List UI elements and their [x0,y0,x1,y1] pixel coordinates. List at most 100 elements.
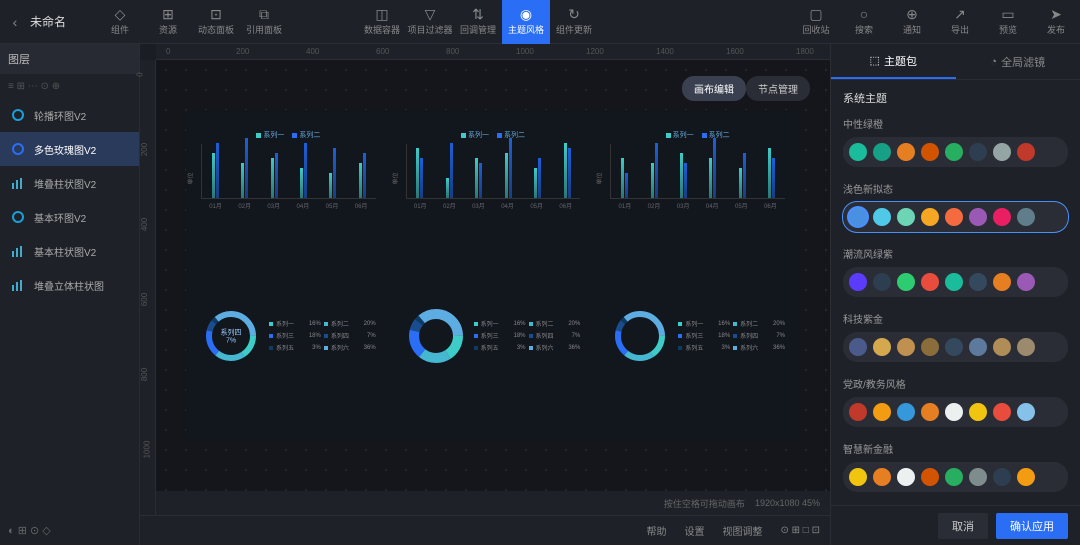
layer-item[interactable]: 基本柱状图V2 [0,234,139,268]
color-swatch[interactable] [873,143,891,161]
layer-item[interactable]: 堆叠柱状图V2 [0,166,139,200]
color-swatch[interactable] [1017,338,1035,356]
bottom-tool[interactable]: 设置 [684,523,704,538]
canvas-mode-button[interactable]: 画布编辑 [682,76,746,101]
canvas[interactable]: 画布编辑节点管理 系列一系列二单位01月02月03月04月05月06月系列一系列… [156,60,830,491]
rp-tab[interactable]: ⬚主题包 [831,44,956,79]
color-swatch[interactable] [1017,273,1035,291]
layer-icon [8,209,28,225]
top-tool[interactable]: ⊕通知 [888,0,936,44]
theme-label: 浅色新拟态 [843,181,1068,196]
color-swatch[interactable] [969,273,987,291]
color-swatch[interactable] [849,143,867,161]
top-tool[interactable]: ◉主题风格 [502,0,550,44]
color-swatch[interactable] [873,338,891,356]
bottom-left-icons[interactable]: ◐ ⊞ ⊙ ◇ [0,515,139,545]
color-swatch[interactable] [1017,143,1035,161]
color-swatch[interactable] [897,208,915,226]
color-swatch[interactable] [945,273,963,291]
bottom-tool[interactable]: 帮助 [646,523,666,538]
color-swatch[interactable] [945,338,963,356]
swatch-row[interactable] [843,267,1068,297]
top-tool[interactable]: ▢回收站 [792,0,840,44]
confirm-button[interactable]: 确认应用 [996,513,1068,539]
swatch-row[interactable] [843,332,1068,362]
top-tool[interactable]: ○搜索 [840,0,888,44]
top-tool[interactable]: ◫数据容器 [358,0,406,44]
color-swatch[interactable] [873,208,891,226]
swatch-row[interactable] [843,462,1068,492]
top-tool[interactable]: ▽项目过滤器 [406,0,454,44]
color-swatch[interactable] [969,208,987,226]
tool-icon: ➤ [1050,7,1062,21]
color-swatch[interactable] [993,403,1011,421]
swatch-row[interactable] [843,137,1068,167]
color-swatch[interactable] [969,338,987,356]
color-swatch[interactable] [969,403,987,421]
color-swatch[interactable] [945,468,963,486]
top-tool[interactable]: ◇组件 [96,0,144,44]
color-swatch[interactable] [993,143,1011,161]
color-swatch[interactable] [897,403,915,421]
top-tool[interactable]: ⧉引用面板 [240,0,288,44]
layers-tools[interactable]: ≡ ⊞ ⋯ ⊙ ⊕ [0,74,139,98]
color-swatch[interactable] [969,143,987,161]
color-swatch[interactable] [897,273,915,291]
top-tool[interactable]: ↗导出 [936,0,984,44]
top-tool[interactable]: ↻组件更新 [550,0,598,44]
bottom-tool[interactable]: 视图调整 [722,523,762,538]
color-swatch[interactable] [873,273,891,291]
layer-item[interactable]: 多色玫瑰图V2 [0,132,139,166]
layer-label: 堆叠柱状图V2 [34,176,96,191]
cancel-button[interactable]: 取消 [938,513,988,539]
swatch-row[interactable] [843,202,1068,232]
color-swatch[interactable] [993,468,1011,486]
color-swatch[interactable] [969,468,987,486]
rp-tab[interactable]: ◔全局滤镜 [956,44,1080,79]
color-swatch[interactable] [921,338,939,356]
dashboard-preview: 系列一系列二单位01月02月03月04月05月06月系列一系列二单位01月02月… [186,110,800,441]
color-swatch[interactable] [897,143,915,161]
color-swatch[interactable] [849,338,867,356]
color-swatch[interactable] [945,208,963,226]
color-swatch[interactable] [993,208,1011,226]
color-swatch[interactable] [873,468,891,486]
color-swatch[interactable] [993,273,1011,291]
swatch-row[interactable] [843,397,1068,427]
canvas-mode-button[interactable]: 节点管理 [746,76,810,101]
theme-group: 浅色新拟态 [843,181,1068,232]
color-swatch[interactable] [1017,403,1035,421]
layer-item[interactable]: 基本环图V2 [0,200,139,234]
top-tool[interactable]: ⇅回调管理 [454,0,502,44]
top-tool[interactable]: ▭预览 [984,0,1032,44]
color-swatch[interactable] [873,403,891,421]
color-swatch[interactable] [1017,468,1035,486]
zoom-icons[interactable]: ⊙ ⊞ □ ⊡ [780,525,820,536]
layer-item[interactable]: 轮播环图V2 [0,98,139,132]
ring-chart: 系列一16%系列二20%系列三18%系列四7%系列五3%系列六36% [406,296,581,376]
back-button[interactable]: ‹ [0,14,30,30]
color-swatch[interactable] [849,273,867,291]
tool-icon: ▭ [1001,7,1014,21]
top-tool[interactable]: ➤发布 [1032,0,1080,44]
top-tool[interactable]: ⊡动态面板 [192,0,240,44]
color-swatch[interactable] [1017,208,1035,226]
tool-label: 引用面板 [246,23,282,36]
color-swatch[interactable] [849,208,867,226]
top-tool[interactable]: ⊞资源 [144,0,192,44]
color-swatch[interactable] [849,403,867,421]
ruler-vertical: 02004006008001000 [140,60,156,515]
color-swatch[interactable] [921,273,939,291]
doc-title: 未命名 [30,13,66,30]
layer-item[interactable]: 堆叠立体柱状图 [0,268,139,302]
color-swatch[interactable] [921,403,939,421]
color-swatch[interactable] [849,468,867,486]
color-swatch[interactable] [945,143,963,161]
color-swatch[interactable] [993,338,1011,356]
color-swatch[interactable] [897,468,915,486]
color-swatch[interactable] [921,208,939,226]
color-swatch[interactable] [945,403,963,421]
color-swatch[interactable] [897,338,915,356]
color-swatch[interactable] [921,143,939,161]
color-swatch[interactable] [921,468,939,486]
